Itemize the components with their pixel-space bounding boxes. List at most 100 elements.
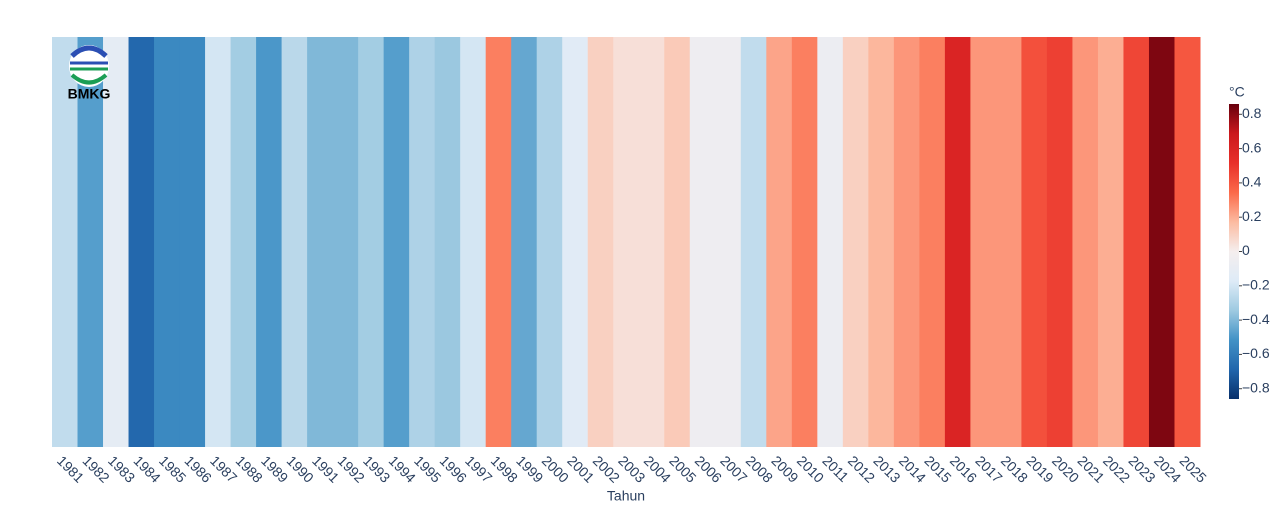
heat-cell	[562, 37, 589, 447]
heat-cell	[460, 37, 487, 447]
x-tick-label: 1996	[437, 452, 470, 485]
x-tick-label: 1994	[386, 452, 419, 485]
x-tick-label: 2025	[1177, 452, 1210, 485]
heat-cell	[205, 37, 232, 447]
heat-cell	[740, 37, 767, 447]
x-tick-label: 2024	[1151, 452, 1184, 485]
x-tick-label: 2018	[998, 452, 1031, 485]
heat-cell	[817, 37, 844, 447]
heat-cell	[179, 37, 206, 447]
x-tick-label: 1998	[488, 452, 521, 485]
heat-cell	[536, 37, 563, 447]
heat-cell	[970, 37, 997, 447]
x-tick-label: 1982	[80, 452, 113, 485]
colorbar-tick-label: 0	[1242, 242, 1250, 258]
x-tick-label: 1984	[131, 452, 164, 485]
x-tick-label: 2008	[743, 452, 776, 485]
x-tick-label: 2019	[1023, 452, 1056, 485]
colorbar-tick-label: −0.4	[1242, 311, 1270, 327]
heat-cell	[766, 37, 793, 447]
x-tick-label: 2016	[947, 452, 980, 485]
x-tick-label: 1988	[233, 452, 266, 485]
heat-cell	[52, 37, 79, 447]
x-tick-label: 1991	[309, 452, 342, 485]
x-tick-label: 2022	[1100, 452, 1133, 485]
x-tick-label: 1995	[411, 452, 444, 485]
heat-cell	[256, 37, 283, 447]
heat-cell	[358, 37, 385, 447]
x-tick-label: 2017	[972, 452, 1005, 485]
heat-cell	[664, 37, 691, 447]
x-tick-label: 1992	[335, 452, 368, 485]
heat-cell	[1097, 37, 1124, 447]
heat-cell	[511, 37, 538, 447]
x-tick-label: 1989	[258, 452, 291, 485]
colorbar-title: °C	[1229, 84, 1245, 100]
x-tick-label: 2014	[896, 452, 929, 485]
x-tick-label: 2003	[615, 452, 648, 485]
x-tick-label: 1985	[156, 452, 189, 485]
heat-cell	[103, 37, 130, 447]
logo-text: BMKG	[68, 86, 111, 102]
x-tick-label: 1983	[105, 452, 138, 485]
heat-cell	[1174, 37, 1201, 447]
heat-cell	[409, 37, 436, 447]
heat-cell	[1148, 37, 1175, 447]
x-tick-label: 1981	[54, 452, 87, 485]
heat-cell	[944, 37, 971, 447]
heat-cell	[434, 37, 461, 447]
x-tick-label: 2009	[768, 452, 801, 485]
heat-cell	[1021, 37, 1048, 447]
heat-cell	[485, 37, 512, 447]
x-tick-label: 2013	[870, 452, 903, 485]
heat-cell	[1072, 37, 1099, 447]
heat-cell	[1046, 37, 1073, 447]
heat-cell	[613, 37, 640, 447]
x-tick-label: 2002	[590, 452, 623, 485]
colorbar-tick-label: −0.6	[1242, 345, 1270, 361]
colorbar-tick-label: 0.4	[1242, 174, 1262, 190]
heat-cell	[307, 37, 334, 447]
colorbar-tick-label: −0.8	[1242, 379, 1270, 395]
heat-cell	[868, 37, 895, 447]
colorbar-tick-label: 0.2	[1242, 208, 1262, 224]
logo: BMKG	[68, 45, 111, 102]
colorbar	[1229, 104, 1239, 399]
colorbar-tick-label: 0.8	[1242, 105, 1262, 121]
x-tick-label: 2015	[921, 452, 954, 485]
heat-cell	[791, 37, 818, 447]
x-tick-label: 2023	[1125, 452, 1158, 485]
heat-cell	[995, 37, 1022, 447]
heat-cell	[1123, 37, 1150, 447]
x-tick-label: 1990	[284, 452, 317, 485]
heat-cell	[689, 37, 716, 447]
heat-cell	[383, 37, 410, 447]
x-tick-label: 2005	[666, 452, 699, 485]
heat-cell	[332, 37, 359, 447]
x-tick-label: 2007	[717, 452, 750, 485]
x-tick-label: 1986	[182, 452, 215, 485]
heat-cell	[893, 37, 920, 447]
heat-cell	[842, 37, 869, 447]
heat-cell	[281, 37, 308, 447]
heat-cell	[638, 37, 665, 447]
x-tick-label: 2000	[539, 452, 572, 485]
heat-cell	[77, 37, 104, 447]
x-tick-label: 1993	[360, 452, 393, 485]
x-tick-label: 2004	[641, 452, 674, 485]
x-tick-label: 1997	[462, 452, 495, 485]
x-tick-label: 1987	[207, 452, 240, 485]
x-tick-label: 1999	[513, 452, 546, 485]
x-tick-label: 2012	[845, 452, 878, 485]
colorbar-tick-label: −0.2	[1242, 277, 1270, 293]
x-tick-label: 2006	[692, 452, 725, 485]
x-tick-label: 2020	[1049, 452, 1082, 485]
heat-cell	[154, 37, 181, 447]
x-tick-label: 2010	[794, 452, 827, 485]
heat-cell	[587, 37, 614, 447]
colorbar-tick-label: 0.6	[1242, 139, 1262, 155]
heat-cell	[919, 37, 946, 447]
x-axis-title: Tahun	[607, 488, 645, 504]
heat-cell	[230, 37, 257, 447]
